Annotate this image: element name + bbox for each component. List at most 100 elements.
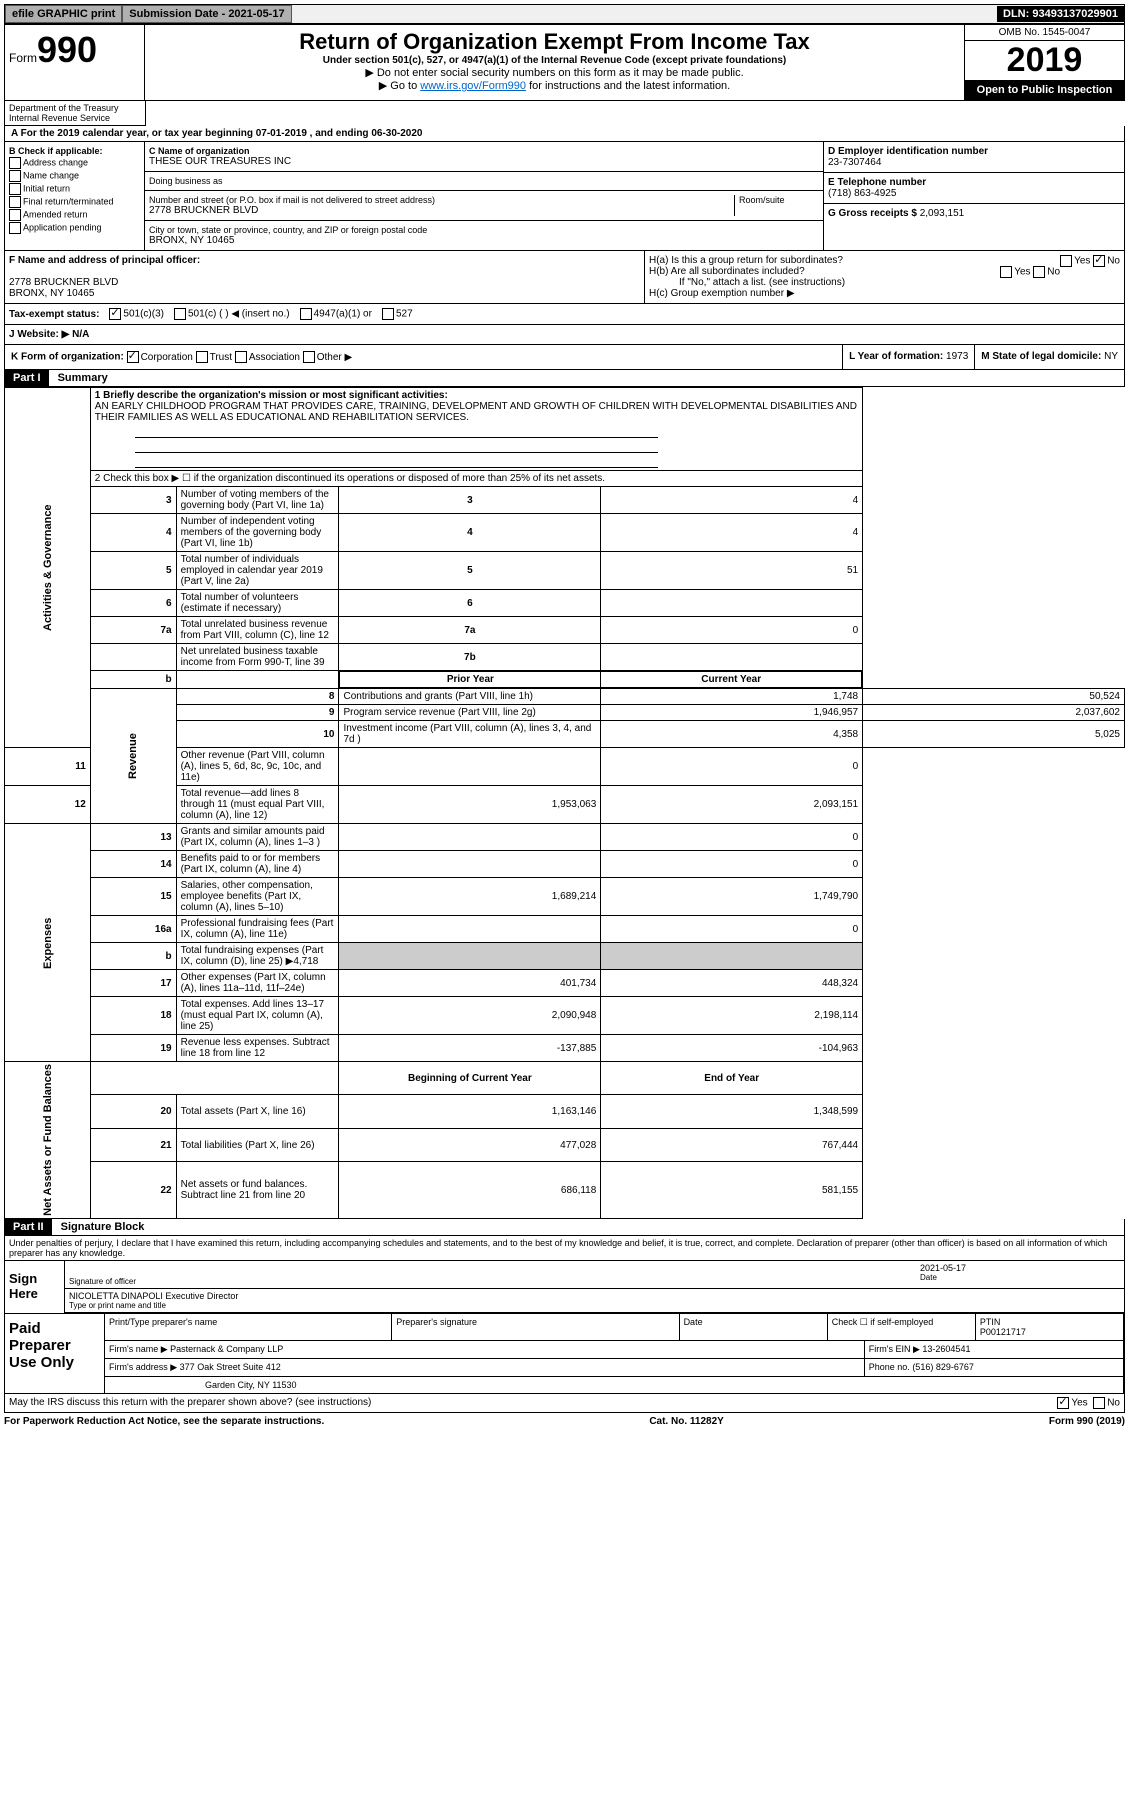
gross-receipts: 2,093,151 [920, 208, 965, 219]
note-2: ▶ Go to www.irs.gov/Form990 for instruct… [149, 79, 960, 92]
header-row: Form990 Return of Organization Exempt Fr… [4, 24, 1125, 101]
part2-title: Signature Block [55, 1219, 151, 1235]
discuss-row: May the IRS discuss this return with the… [4, 1394, 1125, 1413]
city: BRONX, NY 10465 [149, 235, 819, 246]
officer-row: F Name and address of principal officer:… [4, 251, 1125, 304]
discuss-yes[interactable]: Yes [1057, 1397, 1087, 1409]
footer-mid: Cat. No. 11282Y [649, 1416, 723, 1427]
table-row: 21Total liabilities (Part X, line 26)477… [5, 1128, 1125, 1161]
check-addr[interactable]: Address change [9, 157, 140, 169]
4947-check[interactable]: 4947(a)(1) or [300, 308, 372, 320]
street: 2778 BRUCKNER BLVD [149, 205, 734, 216]
part2-header: Part II [5, 1219, 52, 1235]
firm-name: Pasternack & Company LLP [170, 1344, 283, 1354]
form-number: 990 [37, 29, 97, 70]
declaration: Under penalties of perjury, I declare th… [4, 1236, 1125, 1261]
form-org-row: K Form of organization: Corporation Trus… [4, 345, 1125, 370]
part1-title: Summary [52, 370, 114, 386]
part2-row: Part II Signature Block [4, 1219, 1125, 1236]
note-1: ▶ Do not enter social security numbers o… [149, 66, 960, 79]
k-trust[interactable]: Trust [196, 352, 232, 363]
firm-addr: 377 Oak Street Suite 412 [180, 1362, 281, 1372]
right-info: D Employer identification number 23-7307… [824, 142, 1124, 250]
title-main: Return of Organization Exempt From Incom… [149, 29, 960, 55]
exp-label: Expenses [5, 824, 91, 1062]
rev-label: Revenue [90, 689, 176, 824]
h-b-note: If "No," attach a list. (see instruction… [649, 277, 1120, 288]
footer-left: For Paperwork Reduction Act Notice, see … [4, 1416, 324, 1427]
k-corp[interactable]: Corporation [127, 352, 193, 363]
check-name[interactable]: Name change [9, 170, 140, 182]
tax-status-row: Tax-exempt status: 501(c)(3) 501(c) ( ) … [4, 304, 1125, 325]
table-row: 4Number of independent voting members of… [5, 514, 1125, 552]
sign-section: Sign Here Signature of officer 2021-05-1… [4, 1261, 1125, 1314]
firm-addr2: Garden City, NY 11530 [105, 1377, 1124, 1393]
officer-addr2: BRONX, NY 10465 [9, 288, 640, 299]
k-assoc[interactable]: Association [235, 352, 300, 363]
table-row: 19Revenue less expenses. Subtract line 1… [5, 1035, 1125, 1062]
year-formed: 1973 [946, 351, 968, 362]
table-row: bTotal fundraising expenses (Part IX, co… [5, 943, 1125, 970]
title-box: Return of Organization Exempt From Incom… [145, 25, 964, 100]
table-row: 15Salaries, other compensation, employee… [5, 878, 1125, 916]
check-pending[interactable]: Application pending [9, 222, 140, 234]
table-row: 7aTotal unrelated business revenue from … [5, 617, 1125, 644]
website-row: J Website: ▶ N/A [4, 325, 1125, 345]
k-other[interactable]: Other ▶ [303, 352, 352, 363]
check-final[interactable]: Final return/terminated [9, 196, 140, 208]
officer-name: NICOLETTA DINAPOLI Executive Director [69, 1291, 1120, 1301]
submission-button[interactable]: Submission Date - 2021-05-17 [122, 5, 291, 23]
line2: 2 Check this box ▶ ☐ if the organization… [90, 471, 862, 487]
h-a: H(a) Is this a group return for subordin… [649, 255, 1120, 266]
501c3-check[interactable]: 501(c)(3) [109, 308, 164, 320]
footer-row: For Paperwork Reduction Act Notice, see … [4, 1413, 1125, 1430]
table-row: 22Net assets or fund balances. Subtract … [5, 1162, 1125, 1218]
sign-date: 2021-05-17 [920, 1263, 1120, 1273]
right-box: OMB No. 1545-0047 2019 Open to Public In… [964, 25, 1124, 100]
info-grid: B Check if applicable: Address change Na… [4, 142, 1125, 251]
527-check[interactable]: 527 [382, 308, 413, 320]
room-suite: Room/suite [734, 195, 819, 216]
firm-phone: (516) 829-6767 [912, 1362, 974, 1372]
table-row: 6Total number of volunteers (estimate if… [5, 590, 1125, 617]
table-row: 18Total expenses. Add lines 13–17 (must … [5, 997, 1125, 1035]
form-box: Form990 [5, 25, 145, 100]
ein: 23-7307464 [828, 157, 1120, 168]
irs-link[interactable]: www.irs.gov/Form990 [420, 80, 526, 92]
gov-label: Activities & Governance [5, 388, 91, 748]
website: N/A [72, 329, 89, 340]
prep-label: Paid Preparer Use Only [5, 1314, 105, 1393]
discuss-no[interactable]: No [1093, 1397, 1120, 1409]
check-amended[interactable]: Amended return [9, 209, 140, 221]
section-b: B Check if applicable: Address change Na… [5, 142, 145, 250]
dept-treasury: Department of the Treasury Internal Reve… [4, 101, 146, 126]
table-row: Net unrelated business taxable income fr… [5, 644, 1125, 671]
h-b: H(b) Are all subordinates included? Yes … [649, 266, 1120, 277]
form-label: Form [9, 51, 37, 65]
phone: (718) 863-4925 [828, 188, 1120, 199]
part1-row: Part I Summary [4, 370, 1125, 387]
table-row: 20Total assets (Part X, line 16)1,163,14… [5, 1095, 1125, 1128]
efile-button[interactable]: efile GRAPHIC print [5, 5, 122, 23]
footer-right: Form 990 (2019) [1049, 1416, 1125, 1427]
title-sub: Under section 501(c), 527, or 4947(a)(1)… [149, 55, 960, 66]
tax-year-row: A For the 2019 calendar year, or tax yea… [4, 126, 1125, 142]
check-initial[interactable]: Initial return [9, 183, 140, 195]
org-name: THESE OUR TREASURES INC [149, 156, 819, 167]
table-row: 3Number of voting members of the governi… [5, 487, 1125, 514]
sign-label: Sign Here [5, 1261, 65, 1313]
part1-header: Part I [5, 370, 49, 386]
open-public: Open to Public Inspection [965, 80, 1124, 100]
table-row: 5Total number of individuals employed in… [5, 552, 1125, 590]
table-row: 16aProfessional fundraising fees (Part I… [5, 916, 1125, 943]
officer-addr1: 2778 BRUCKNER BLVD [9, 277, 640, 288]
h-c: H(c) Group exemption number ▶ [649, 288, 1120, 299]
top-bar: efile GRAPHIC print Submission Date - 20… [4, 4, 1125, 24]
firm-ein: 13-2604541 [922, 1344, 970, 1354]
ptin: P00121717 [980, 1327, 1026, 1337]
mission: AN EARLY CHILDHOOD PROGRAM THAT PROVIDES… [95, 401, 858, 423]
preparer-section: Paid Preparer Use Only Print/Type prepar… [4, 1314, 1125, 1394]
omb: OMB No. 1545-0047 [965, 25, 1124, 41]
501c-check[interactable]: 501(c) ( ) ◀ (insert no.) [174, 308, 290, 320]
domicile: NY [1104, 351, 1118, 362]
